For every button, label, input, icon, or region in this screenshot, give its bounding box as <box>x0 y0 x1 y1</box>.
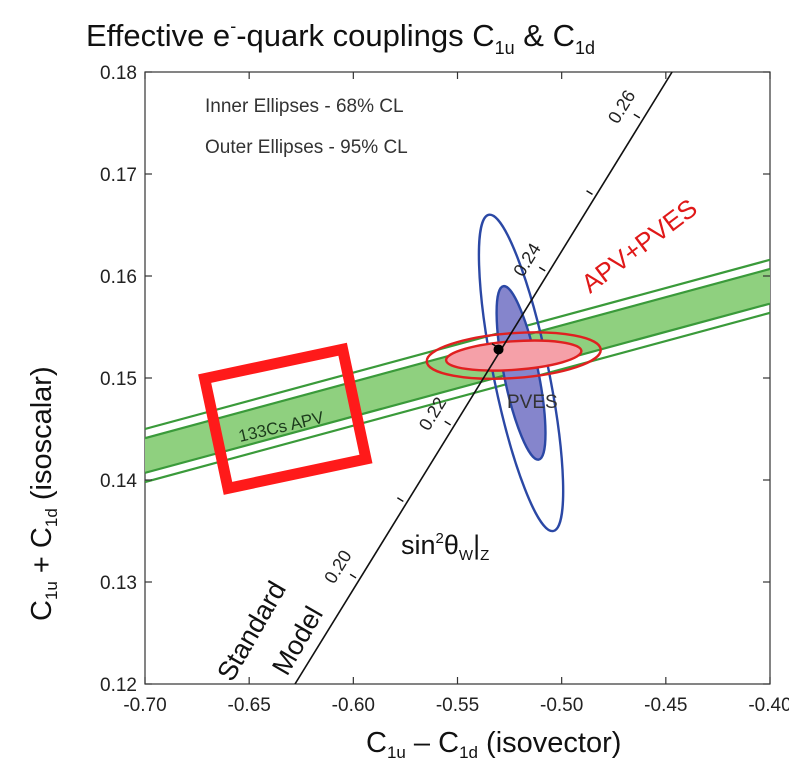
sm-tick-label-1: 0.20 <box>320 547 355 587</box>
standard-model-line <box>294 72 673 684</box>
y-tick-label-4: 0.15 <box>100 369 137 390</box>
mixing-angle-label: sin2θW|Z <box>401 530 489 564</box>
sm-tick-2 <box>397 497 404 503</box>
combined-ellipse-68 <box>444 339 583 372</box>
x-axis-label: C1u – C1d (isovector) <box>366 727 621 762</box>
sm-tick-label-7: 0.26 <box>604 87 639 127</box>
sm-tick-label-5: 0.24 <box>509 240 544 280</box>
apv-band-68 <box>145 268 770 473</box>
x-tick-label-3: -0.60 <box>332 695 375 716</box>
data-layer <box>145 72 770 684</box>
apv-band-edge-3 <box>145 258 770 431</box>
sm-tick-label-3: 0.22 <box>415 394 450 434</box>
sm-tick-6 <box>586 190 593 195</box>
sm-tick-5 <box>538 266 546 272</box>
y-tick-label-2: 0.13 <box>100 573 137 594</box>
y-tick-label-1: 0.12 <box>100 675 137 696</box>
note-outer-ellipses: Outer Ellipses - 95% CL <box>205 137 408 158</box>
x-tick-label-1: -0.70 <box>123 695 166 716</box>
apv-band-edge-4 <box>145 311 770 484</box>
standard-model-point <box>493 344 504 355</box>
y-tick-label-3: 0.14 <box>100 471 137 492</box>
x-tick-label-5: -0.50 <box>540 695 583 716</box>
sm-tick-1 <box>349 573 357 579</box>
y-axis-label: C1u + C1d (isoscalar) <box>26 366 61 621</box>
pves-label: PVES <box>507 392 558 413</box>
chart-title: Effective e--quark couplings C1u & C1d <box>86 16 595 58</box>
x-tick-label-7: -0.40 <box>748 695 789 716</box>
x-tick-label-6: -0.45 <box>644 695 687 716</box>
x-tick-label-4: -0.55 <box>436 695 479 716</box>
x-tick-label-2: -0.65 <box>228 695 271 716</box>
y-tick-label-6: 0.17 <box>100 165 137 186</box>
sm-tick-3 <box>444 420 451 426</box>
combined-ellipse-95 <box>425 331 602 380</box>
apv-band-edge-2 <box>145 302 770 474</box>
note-inner-ellipses: Inner Ellipses - 68% CL <box>205 96 404 117</box>
pves-ellipse-68 <box>495 284 547 461</box>
apv-highlight-box <box>198 342 373 495</box>
y-tick-label-5: 0.16 <box>100 267 137 288</box>
sm-tick-7 <box>633 113 641 119</box>
y-tick-label-7: 0.18 <box>100 63 137 84</box>
